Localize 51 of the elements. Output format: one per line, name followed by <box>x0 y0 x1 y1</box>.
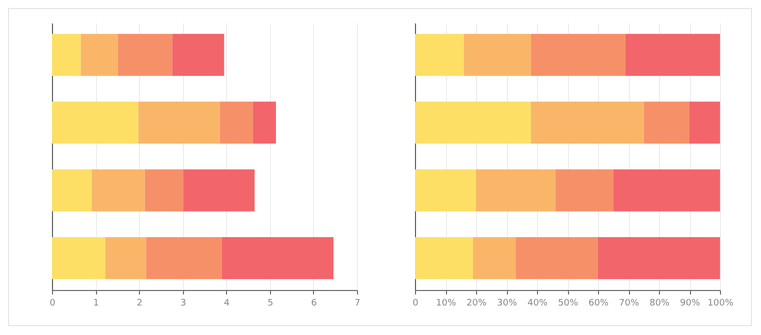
bar <box>183 169 255 212</box>
x-tick-label: 2 <box>136 298 143 308</box>
bar <box>415 34 464 76</box>
x-tick-label: 6 <box>311 298 318 308</box>
bar <box>146 237 222 280</box>
bar <box>625 34 720 76</box>
bar <box>415 237 473 280</box>
x-tick-label: 60% <box>588 298 609 308</box>
bar <box>222 237 334 280</box>
x-tick-label: 3 <box>180 298 186 308</box>
bar <box>690 102 720 144</box>
bar <box>144 169 184 212</box>
bar <box>530 102 644 144</box>
x-tick-label: 7 <box>354 298 360 308</box>
bar <box>530 34 626 76</box>
bar <box>138 102 220 144</box>
bar <box>555 169 614 212</box>
x-tick-label: 90% <box>680 298 700 308</box>
bar <box>252 102 276 144</box>
bar <box>92 169 145 212</box>
x-tick-label: 0 <box>412 298 419 308</box>
x-tick-label: 50% <box>558 298 578 308</box>
bar <box>52 102 138 144</box>
bar <box>118 34 172 76</box>
x-tick-label: 1 <box>93 298 99 308</box>
bar <box>105 237 146 280</box>
bar <box>172 34 224 76</box>
bar <box>415 102 531 144</box>
bar <box>598 237 720 280</box>
bar <box>220 102 253 144</box>
bar <box>464 34 531 76</box>
bar <box>80 34 118 76</box>
x-tick-label: 10% <box>436 298 456 308</box>
bar <box>52 169 92 212</box>
bar <box>613 169 720 212</box>
x-tick-label: 80% <box>649 298 670 308</box>
bar <box>476 169 556 212</box>
bar <box>415 169 476 212</box>
x-tick-label: 4 <box>224 298 230 308</box>
bar <box>644 102 690 144</box>
x-tick-label: 0 <box>50 298 56 308</box>
x-tick-label: 5 <box>267 298 274 308</box>
x-tick-label: 40% <box>527 298 548 308</box>
bar <box>516 237 598 280</box>
x-tick-label: 70% <box>618 298 640 308</box>
bar <box>52 237 106 280</box>
x-tick-label: 20% <box>466 298 487 308</box>
x-tick-label: 100% <box>708 298 734 308</box>
bar <box>472 237 516 280</box>
x-tick-label: 30% <box>496 298 518 308</box>
bar <box>52 34 81 76</box>
